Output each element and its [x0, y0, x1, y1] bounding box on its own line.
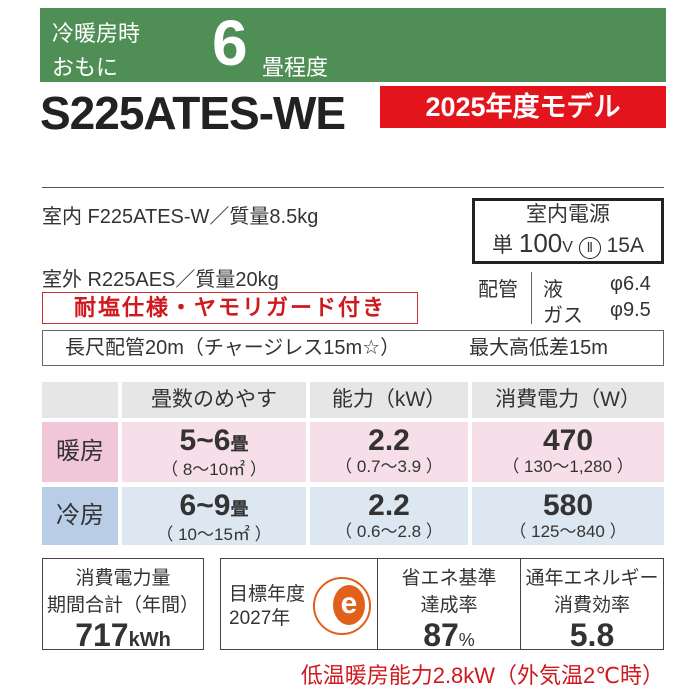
power-phase: 単 [492, 234, 514, 257]
header-blank [42, 382, 118, 418]
pipe-length: 長尺配管20m（チャージレス15m☆） [65, 337, 401, 359]
target-l1: 目標年度 [229, 584, 306, 605]
power-title: 室内電源 [526, 203, 610, 226]
target-l2: 2027年 [229, 608, 291, 629]
cool-tatami-range: （ 10～15㎡ ） [156, 525, 272, 544]
achievement-l2: 達成率 [420, 595, 478, 616]
header-capacity: 能力（kW） [310, 382, 468, 418]
power-v-unit: V [562, 239, 573, 256]
heat-power: 470 （ 130～1,280 ） [472, 422, 664, 482]
banner-tatami: 6 [212, 7, 248, 79]
power-amp: 15A [606, 234, 644, 257]
cool-tatami: 6~9畳 （ 10～15㎡ ） [122, 487, 306, 545]
cool-tatami-unit: 畳 [230, 499, 249, 519]
indoor-unit: 室内 F225ATES-W／質量8.5kg [42, 206, 319, 228]
model-number: S225ATES-WE [40, 87, 346, 139]
cool-capacity-value: 2.2 [368, 489, 410, 522]
divider [42, 187, 664, 188]
header-power: 消費電力（W） [472, 382, 664, 418]
pipe-info: 長尺配管20m（チャージレス15m☆） 最大高低差15m [42, 330, 664, 366]
outdoor-unit: 室外 R225AES／質量20kg [42, 269, 279, 291]
heat-capacity-value: 2.2 [368, 424, 410, 457]
piping-divider [531, 272, 532, 324]
cool-power-value: 580 [542, 489, 594, 522]
achievement-l1: 省エネ基準 [401, 568, 497, 589]
apf: 通年エネルギー 消費効率 5.8 [520, 558, 664, 653]
apf-l1: 通年エネルギー [525, 568, 659, 589]
low-temp-capacity: 低温暖房能力2.8kW（外気温2℃時） [300, 663, 664, 688]
row-label-heat: 暖房 [42, 422, 118, 482]
gas-value: φ9.5 [610, 299, 651, 321]
power-voltage: 100 [518, 228, 563, 258]
cool-tatami-value: 6~9 [179, 489, 231, 522]
gas-label: ガス [543, 305, 583, 327]
row-label-cool: 冷房 [42, 487, 118, 545]
room-size-banner: 冷暖房時 おもに 6 畳程度 [40, 7, 666, 82]
apf-value: 5.8 [569, 617, 615, 653]
annual-l1: 消費電力量 [75, 568, 171, 589]
header-tatami: 畳数のめやす [122, 382, 306, 418]
plug-icon: Ⅱ [578, 237, 601, 259]
heat-tatami: 5~6畳 （ 8～10㎡ ） [122, 422, 306, 482]
apf-l2: 消費効率 [553, 595, 630, 616]
banner-line1: 冷暖房時 [52, 21, 141, 46]
annual-l2: 期間合計（年間） [46, 595, 199, 616]
liquid-label: 液 [543, 279, 563, 301]
cool-capacity-range: （ 0.6～2.8 ） [335, 522, 443, 541]
pipe-height: 最大高低差15m [469, 337, 608, 359]
annual-value: 717 [75, 617, 129, 653]
cool-power-range: （ 125～840 ） [509, 522, 627, 541]
achievement-unit: % [458, 630, 475, 650]
achievement-rate: 省エネ基準 達成率 87% [377, 558, 521, 653]
heat-power-range: （ 130～1,280 ） [502, 457, 634, 476]
target-year: 目標年度 2027年 e [220, 558, 378, 650]
heat-tatami-range: （ 8～10㎡ ） [161, 460, 267, 479]
heat-power-value: 470 [542, 424, 594, 457]
annual-consumption: 消費電力量 期間合計（年間） 717kWh [42, 558, 204, 653]
cool-capacity: 2.2 （ 0.6～2.8 ） [310, 487, 468, 545]
energy-label-logo-icon: e [313, 577, 371, 635]
power-box: 室内電源 単 100V Ⅱ 15A [472, 198, 664, 264]
heat-tatami-unit: 畳 [230, 434, 249, 454]
piping-label: 配管 [478, 279, 518, 301]
cool-power: 580 （ 125～840 ） [472, 487, 664, 545]
model-year-badge: 2025年度モデル [380, 86, 666, 128]
feature-tag: 耐塩仕様・ヤモリガード付き [42, 292, 418, 324]
heat-capacity: 2.2 （ 0.7～3.9 ） [310, 422, 468, 482]
heat-capacity-range: （ 0.7～3.9 ） [335, 457, 443, 476]
banner-suffix: 畳程度 [262, 55, 329, 80]
banner-line2: おもに [52, 55, 119, 80]
heat-tatami-value: 5~6 [179, 424, 231, 457]
liquid-value: φ6.4 [610, 273, 651, 295]
achievement-value: 87 [423, 617, 459, 653]
annual-unit: kWh [128, 629, 171, 651]
